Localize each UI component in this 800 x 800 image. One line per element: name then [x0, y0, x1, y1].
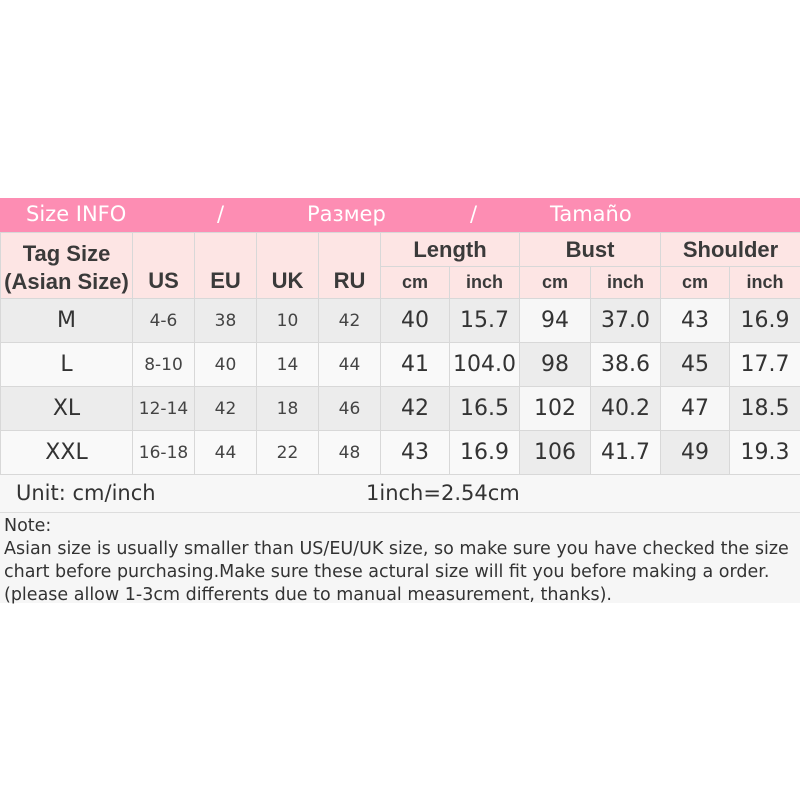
cell-length-cm: 40	[380, 298, 450, 343]
cell-us: 12-14	[132, 386, 195, 431]
cell-shoulder-inch: 16.9	[729, 298, 800, 343]
cell-uk: 22	[256, 430, 319, 475]
table-row: XL 12-14 42 18 46 42 16.5 102 40.2 47 18…	[0, 386, 800, 431]
unit-label: Unit: cm/inch	[16, 481, 156, 505]
cell-length-inch: 104.0	[448, 342, 521, 387]
cell-uk: 10	[256, 298, 319, 343]
header-bust-cm: cm	[519, 266, 592, 299]
header-eu: EU	[194, 232, 257, 299]
unit-row: Unit: cm/inch 1inch=2.54cm	[0, 475, 800, 513]
cell-tag: M	[0, 298, 133, 343]
cell-bust-cm: 94	[519, 298, 592, 343]
header-uk: UK	[256, 232, 319, 299]
cell-shoulder-inch: 19.3	[729, 430, 800, 475]
cell-eu: 40	[194, 342, 257, 387]
header-length-inch: inch	[448, 266, 521, 299]
cell-shoulder-cm: 45	[660, 342, 731, 387]
cell-bust-cm: 98	[519, 342, 592, 387]
cell-eu: 38	[194, 298, 257, 343]
header-bust-inch: inch	[590, 266, 662, 299]
title-bar: Size INFO / Размер / Tamaño	[0, 198, 800, 232]
cell-ru: 42	[318, 298, 381, 343]
cell-bust-inch: 41.7	[590, 430, 662, 475]
cell-uk: 14	[256, 342, 319, 387]
header-ru: RU	[318, 232, 381, 299]
cell-shoulder-cm: 47	[660, 386, 731, 431]
title-separator: /	[217, 202, 225, 226]
header-us: US	[132, 232, 195, 299]
cell-tag: XXL	[0, 430, 133, 475]
cell-shoulder-inch: 17.7	[729, 342, 800, 387]
cell-length-inch: 16.5	[448, 386, 521, 431]
cell-length-cm: 41	[380, 342, 450, 387]
cell-bust-inch: 40.2	[590, 386, 662, 431]
unit-conversion: 1inch=2.54cm	[366, 481, 520, 505]
cell-length-cm: 42	[380, 386, 450, 431]
cell-shoulder-cm: 43	[660, 298, 731, 343]
header-shoulder-cm: cm	[660, 266, 731, 299]
size-table: Tag Size (Asian Size) US EU UK RU Length…	[0, 232, 800, 475]
cell-ru: 46	[318, 386, 381, 431]
cell-tag: L	[0, 342, 133, 387]
cell-length-cm: 43	[380, 430, 450, 475]
cell-length-inch: 16.9	[448, 430, 521, 475]
cell-us: 8-10	[132, 342, 195, 387]
cell-bust-cm: 106	[519, 430, 592, 475]
title-russian: Размер	[307, 202, 386, 226]
note-text: Asian size is usually smaller than US/EU…	[4, 539, 789, 605]
header-bust: Bust	[519, 232, 662, 267]
title-separator: /	[470, 202, 478, 226]
header-tag-size: Tag Size (Asian Size)	[0, 232, 133, 299]
note-section: Note: Asian size is usually smaller than…	[0, 513, 800, 605]
cell-bust-inch: 38.6	[590, 342, 662, 387]
header-length: Length	[379, 232, 521, 267]
cell-eu: 44	[194, 430, 257, 475]
title-spanish: Tamaño	[550, 202, 632, 226]
table-row: XXL 16-18 44 22 48 43 16.9 106 41.7 49 1…	[0, 430, 800, 475]
cell-length-inch: 15.7	[448, 298, 521, 343]
size-chart: Size INFO / Размер / Tamaño Tag Size (As…	[0, 198, 800, 605]
cell-tag: XL	[0, 386, 133, 431]
header-shoulder-inch: inch	[729, 266, 800, 299]
cell-ru: 44	[318, 342, 381, 387]
cell-us: 4-6	[132, 298, 195, 343]
cell-shoulder-inch: 18.5	[729, 386, 800, 431]
cell-uk: 18	[256, 386, 319, 431]
cell-ru: 48	[318, 430, 381, 475]
cell-shoulder-cm: 49	[660, 430, 731, 475]
note-heading: Note:	[4, 516, 52, 536]
header-length-cm: cm	[380, 266, 450, 299]
cell-eu: 42	[194, 386, 257, 431]
table-row: L 8-10 40 14 44 41 104.0 98 38.6 45 17.7	[0, 342, 800, 387]
header-shoulder: Shoulder	[660, 232, 800, 267]
title-english: Size INFO	[26, 202, 127, 226]
cell-us: 16-18	[132, 430, 195, 475]
cell-bust-cm: 102	[519, 386, 592, 431]
cell-bust-inch: 37.0	[590, 298, 662, 343]
table-row: M 4-6 38 10 42 40 15.7 94 37.0 43 16.9	[0, 298, 800, 343]
